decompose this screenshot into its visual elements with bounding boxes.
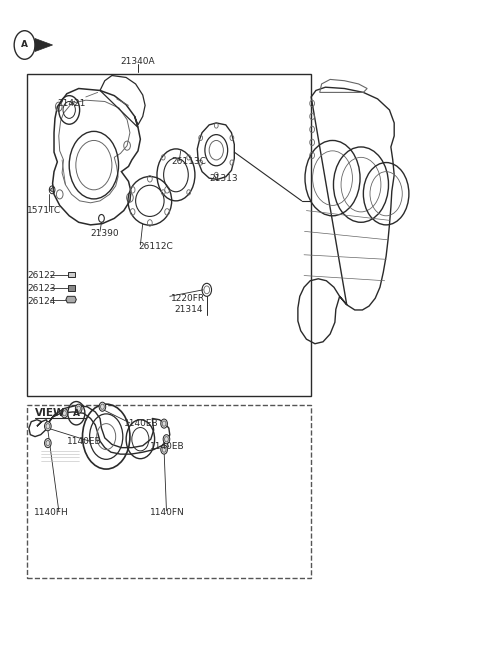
Bar bbox=[26, 405, 311, 578]
Polygon shape bbox=[49, 187, 54, 193]
Text: 1140EB: 1140EB bbox=[150, 443, 184, 451]
Text: 1571TC: 1571TC bbox=[27, 206, 61, 215]
Circle shape bbox=[61, 409, 68, 418]
Circle shape bbox=[45, 422, 51, 431]
Text: 21421: 21421 bbox=[57, 99, 86, 108]
Text: 26122: 26122 bbox=[27, 271, 56, 280]
Polygon shape bbox=[68, 286, 75, 291]
Text: 26112C: 26112C bbox=[138, 242, 173, 251]
Circle shape bbox=[161, 419, 168, 428]
Text: VIEW: VIEW bbox=[35, 408, 66, 419]
Text: 1140EB: 1140EB bbox=[124, 419, 158, 428]
Circle shape bbox=[161, 445, 168, 454]
Polygon shape bbox=[68, 272, 75, 278]
Text: 26124: 26124 bbox=[27, 297, 56, 306]
Text: A: A bbox=[73, 409, 80, 418]
Text: 1220FR: 1220FR bbox=[171, 294, 205, 303]
Polygon shape bbox=[35, 39, 53, 52]
Text: 1140FH: 1140FH bbox=[34, 508, 68, 517]
Bar bbox=[26, 74, 311, 396]
Text: 21314: 21314 bbox=[175, 305, 203, 314]
Circle shape bbox=[75, 404, 82, 413]
Circle shape bbox=[45, 439, 51, 447]
Circle shape bbox=[99, 402, 106, 411]
Text: 26113C: 26113C bbox=[171, 157, 206, 166]
Text: 21390: 21390 bbox=[91, 229, 119, 238]
Polygon shape bbox=[66, 296, 76, 303]
Text: 1140EB: 1140EB bbox=[67, 437, 101, 445]
Text: 1140FN: 1140FN bbox=[150, 508, 185, 517]
Text: A: A bbox=[21, 41, 28, 50]
Circle shape bbox=[163, 435, 170, 443]
Text: 21340A: 21340A bbox=[120, 57, 156, 66]
Text: 21313: 21313 bbox=[209, 174, 238, 183]
Text: 26123: 26123 bbox=[27, 284, 56, 293]
